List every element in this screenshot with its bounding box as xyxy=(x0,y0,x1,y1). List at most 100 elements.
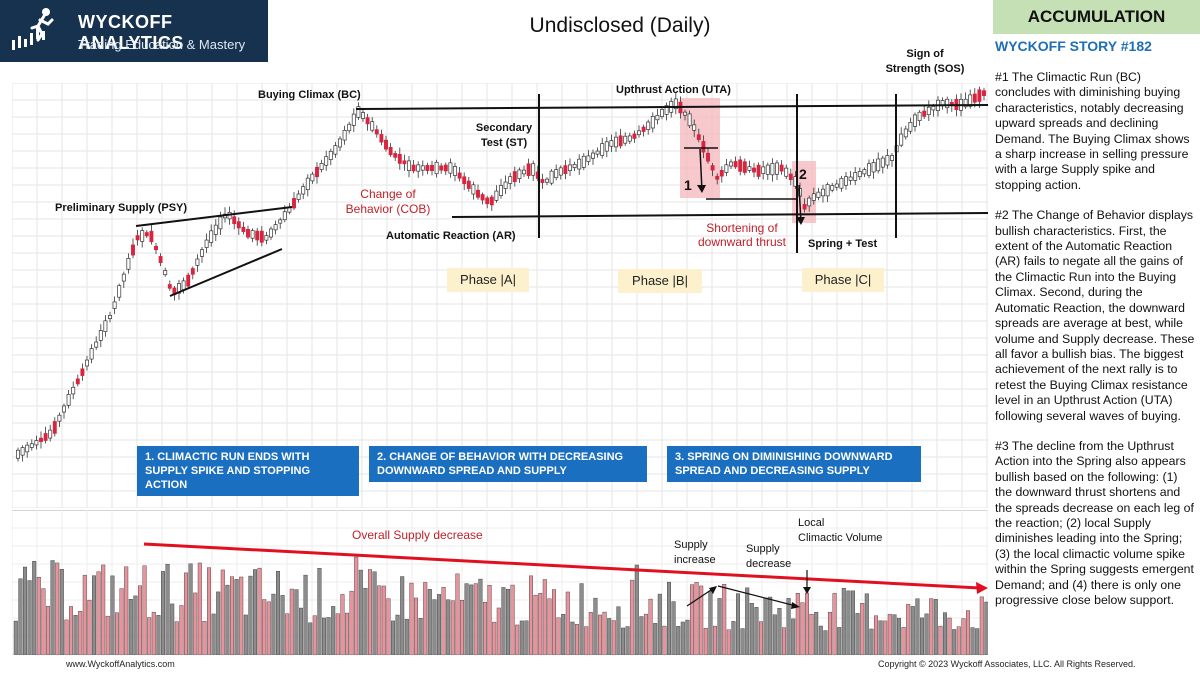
candle xyxy=(972,93,977,103)
volume-bar xyxy=(363,587,368,656)
volume-bar xyxy=(943,612,948,656)
resistance-line xyxy=(355,104,989,110)
volume-bar xyxy=(602,611,607,656)
candle xyxy=(195,258,200,266)
candle xyxy=(200,249,204,257)
candle xyxy=(706,152,710,162)
candle xyxy=(466,180,471,189)
volume-bar xyxy=(32,561,37,656)
brand-tagline: Trading Education & Mastery xyxy=(78,37,246,52)
volume-bar xyxy=(795,593,800,656)
volume-bar xyxy=(598,614,603,656)
brand-logo[interactable]: WYCKOFF ANALYTICS Trading Education & Ma… xyxy=(0,0,268,62)
volume-bar xyxy=(165,563,170,656)
volume-bar xyxy=(156,615,161,656)
volume-bar xyxy=(533,594,538,656)
candle xyxy=(577,158,582,170)
volume-bar xyxy=(188,563,193,656)
price-chart[interactable]: Preliminary Supply (PSY) Buying Climax (… xyxy=(11,82,989,509)
volume-bar xyxy=(409,582,414,656)
candle xyxy=(370,121,375,131)
candle xyxy=(356,106,361,118)
candle xyxy=(554,169,559,179)
volume-bar xyxy=(662,625,667,656)
candle xyxy=(646,121,651,130)
candle xyxy=(121,273,126,282)
volume-bar xyxy=(828,611,833,656)
label-supply-decrease-1: Supply xyxy=(746,543,780,555)
candle xyxy=(752,167,756,173)
volume-bar xyxy=(593,597,598,656)
volume-bar xyxy=(368,569,373,656)
candle xyxy=(39,437,43,442)
volume-bar xyxy=(690,584,695,656)
label-cob-line2: Behavior (COB) xyxy=(346,202,431,216)
volume-bar xyxy=(975,628,980,656)
volume-bar xyxy=(786,598,791,656)
volume-bar xyxy=(36,577,41,656)
candle xyxy=(871,162,876,173)
volume-chart[interactable]: Overall Supply decrease Supply increase … xyxy=(11,509,989,656)
volume-bar xyxy=(547,598,552,656)
volume-bar xyxy=(887,614,892,656)
label-overall-supply: Overall Supply decrease xyxy=(352,528,483,542)
volume-bar xyxy=(763,597,768,656)
candle xyxy=(315,166,319,178)
candle xyxy=(857,171,862,178)
volume-bar xyxy=(892,614,897,656)
psy-lower-line xyxy=(169,248,283,297)
volume-bar xyxy=(124,566,129,656)
volume-bar xyxy=(947,617,952,656)
candle xyxy=(867,163,871,176)
candle xyxy=(637,130,641,136)
volume-bar xyxy=(510,584,515,656)
candle xyxy=(20,447,25,456)
candle xyxy=(733,161,738,168)
candle xyxy=(549,170,554,184)
candle xyxy=(572,164,577,168)
candle xyxy=(425,165,430,171)
candle xyxy=(517,169,522,179)
volume-bar xyxy=(119,588,124,656)
candle xyxy=(204,239,209,248)
label-local-climactic-1: Local xyxy=(798,517,824,529)
candle xyxy=(623,135,628,144)
volume-bar xyxy=(239,576,244,656)
volume-bar xyxy=(483,601,488,656)
label-st-line2: Test (ST) xyxy=(481,137,528,149)
volume-bar xyxy=(538,593,543,656)
volume-bar xyxy=(345,612,350,656)
volume-bar xyxy=(110,575,115,656)
volume-bar xyxy=(64,619,69,656)
volume-bars xyxy=(13,556,989,656)
candle xyxy=(508,176,513,184)
candle xyxy=(568,164,572,172)
candle xyxy=(16,449,20,459)
chart-title: Undisclosed (Daily) xyxy=(529,14,711,37)
volume-bar xyxy=(55,562,60,656)
volume-bar xyxy=(915,598,920,656)
candle xyxy=(586,155,591,162)
candle xyxy=(945,98,950,109)
candle xyxy=(379,134,384,143)
volume-bar xyxy=(864,593,869,656)
candle xyxy=(342,130,347,141)
candle xyxy=(167,284,172,289)
candle xyxy=(724,164,729,173)
runner-chart-icon xyxy=(12,8,54,50)
volume-bar xyxy=(299,607,304,656)
candle xyxy=(627,135,632,142)
story-number: WYCKOFF STORY #182 xyxy=(995,38,1152,54)
candle xyxy=(903,128,908,138)
candle xyxy=(57,414,62,422)
price-grid xyxy=(11,82,988,509)
volume-bar xyxy=(929,598,934,656)
candle xyxy=(761,166,766,174)
volume-bar xyxy=(73,615,78,656)
candle xyxy=(770,163,775,176)
candle xyxy=(673,98,678,110)
candle xyxy=(420,165,425,171)
footer-website[interactable]: www.WyckoffAnalytics.com xyxy=(66,659,175,669)
candle xyxy=(655,115,660,121)
volume-bar xyxy=(726,629,731,656)
